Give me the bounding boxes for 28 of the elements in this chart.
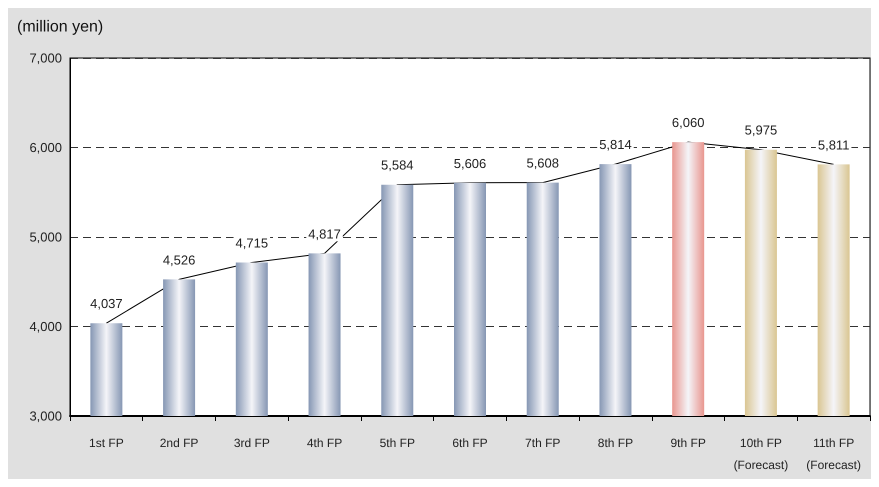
y-axis-title: (million yen) (17, 18, 104, 36)
data-label: 5,811 (818, 137, 850, 152)
x-tick-label: 3rd FP (234, 436, 270, 450)
x-tick-label: 10th FP (Forecast) (734, 436, 788, 472)
data-label: 5,608 (526, 156, 559, 171)
data-label: 5,606 (454, 156, 486, 171)
x-tick-label: 11th FP (Forecast) (806, 436, 861, 472)
y-tick-label: 5,000 (29, 230, 62, 244)
y-tick-label: 6,000 (29, 140, 62, 155)
x-tick-label: 8th FP (598, 436, 634, 450)
data-label: 5,814 (599, 137, 632, 152)
x-tick-label: 5th FP (380, 436, 415, 450)
x-tick-label: 4th FP (306, 436, 342, 450)
data-label: 4,715 (236, 236, 268, 251)
y-tick-label: 7,000 (29, 50, 62, 66)
x-tick-label: 6th FP (452, 436, 488, 450)
x-tick-label: 9th FP (670, 436, 706, 450)
x-tick-label: 1st FP (89, 436, 124, 450)
y-tick-label: 3,000 (29, 408, 62, 424)
data-label: 5,584 (381, 158, 414, 173)
data-label: 4,817 (308, 226, 341, 242)
data-label: 4,037 (90, 296, 123, 312)
data-label: 5,975 (744, 122, 778, 138)
data-label: 4,526 (162, 252, 196, 268)
data-label: 6,060 (672, 115, 704, 130)
y-tick-label: 4,000 (29, 319, 62, 334)
x-tick-label: 7th FP (525, 436, 560, 450)
x-tick-label: 2nd FP (160, 436, 198, 450)
